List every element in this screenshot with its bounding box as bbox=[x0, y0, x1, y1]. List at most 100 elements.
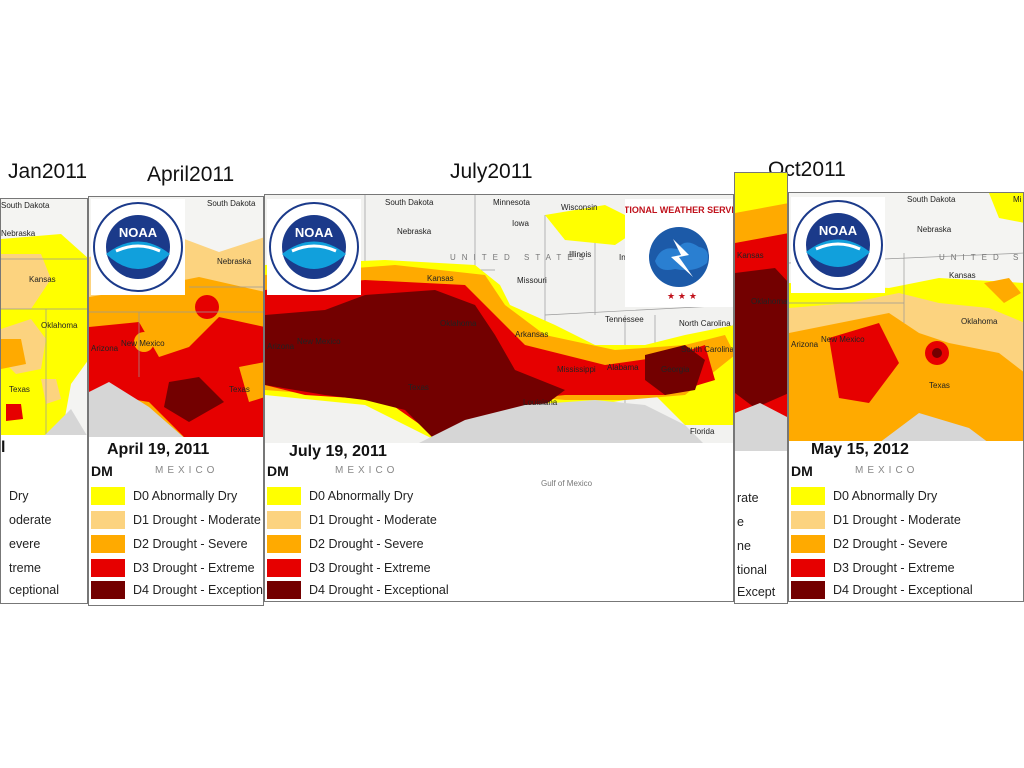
label-louisiana: Louisiana bbox=[523, 398, 558, 407]
label-new-mexico: New Mexico bbox=[297, 337, 341, 346]
label-kansas: Kansas bbox=[29, 275, 56, 284]
legend-july2011: July 19, 2011 DM MEXICO Gulf of Mexico D… bbox=[265, 443, 733, 601]
swatch-d3 bbox=[791, 559, 825, 577]
label-texas: Texas bbox=[929, 381, 950, 390]
svg-text:NATIONAL WEATHER SERVICE: NATIONAL WEATHER SERVICE bbox=[625, 205, 733, 215]
label-texas: Texas bbox=[408, 383, 429, 392]
label-oklahoma: Oklahoma bbox=[961, 317, 998, 326]
swatch-d3 bbox=[91, 559, 125, 577]
swatch-d0 bbox=[267, 487, 301, 505]
label-kansas: Kansas bbox=[427, 274, 454, 283]
legend-mexico-april: MEXICO bbox=[155, 465, 219, 476]
map-panel-april2011: South Dakota Nebraska New Mexico Arizona… bbox=[88, 196, 264, 606]
map-panel-may2012: South Dakota Mi Nebraska UNITED STATES K… bbox=[788, 192, 1024, 602]
legend-may2012: May 15, 2012 DM MEXICO D0 Abnormally Dry… bbox=[789, 441, 1023, 601]
swatch-d1 bbox=[91, 511, 125, 529]
legend-mexico-may: MEXICO bbox=[855, 465, 919, 476]
legend-april2011: April 19, 2011 DM MEXICO D0 Abnormally D… bbox=[89, 437, 263, 605]
svg-text:★ ★ ★: ★ ★ ★ bbox=[667, 292, 697, 302]
label-mississippi: Mississippi bbox=[557, 365, 596, 374]
svg-text:NOAA: NOAA bbox=[819, 223, 858, 238]
label-arkansas: Arkansas bbox=[515, 330, 549, 339]
label-arizona: Arizona bbox=[91, 344, 119, 353]
label-minnesota: Minnesota bbox=[493, 198, 530, 207]
label-oklahoma: Oklahoma bbox=[440, 319, 477, 328]
noaa-logo-icon: NOAA bbox=[93, 202, 183, 292]
label-kansas: Kansas bbox=[949, 271, 976, 280]
swatch-d3 bbox=[267, 559, 301, 577]
label-nebraska: Nebraska bbox=[1, 229, 36, 238]
svg-text:NOAA: NOAA bbox=[119, 225, 158, 240]
legend-oct2011: rate e ne tional Except bbox=[735, 451, 787, 603]
label-united-states: UNITED STATES bbox=[450, 253, 590, 262]
swatch-d2 bbox=[0, 535, 1, 553]
label-north-carolina: North Carolina bbox=[679, 319, 731, 328]
label-south-dakota: South Dakota bbox=[907, 195, 956, 204]
national-weather-service-logo-icon: NATIONAL WEATHER SERVICE ★ ★ ★ bbox=[612, 203, 733, 303]
label-texas: Texas bbox=[229, 385, 250, 394]
swatch-d0 bbox=[91, 487, 125, 505]
swatch-d2 bbox=[91, 535, 125, 553]
noaa-logo-icon: NOAA bbox=[269, 202, 359, 292]
legend-date-july: July 19, 2011 bbox=[289, 443, 387, 460]
label-south-dakota: South Dakota bbox=[207, 199, 256, 208]
legend-date-jan: l bbox=[1, 439, 6, 456]
label-nebraska: Nebraska bbox=[217, 257, 252, 266]
drought-map-may2012 bbox=[789, 193, 1023, 443]
label-tennessee: Tennessee bbox=[605, 315, 644, 324]
swatch-d4 bbox=[267, 581, 301, 599]
label-iowa: Iowa bbox=[512, 219, 529, 228]
noaa-logo-april: NOAA bbox=[91, 199, 185, 295]
swatch-d4 bbox=[91, 581, 125, 599]
label-gulf-of-mexico: Gulf of Mexico bbox=[541, 479, 593, 488]
swatch-d1 bbox=[0, 511, 1, 529]
label-nebraska: Nebraska bbox=[917, 225, 952, 234]
label-new-mexico: New Mexico bbox=[821, 335, 865, 344]
svg-text:NOAA: NOAA bbox=[295, 225, 334, 240]
label-kansas: Kansas bbox=[737, 251, 764, 260]
label-florida: Florida bbox=[690, 427, 715, 436]
label-arizona: Arizona bbox=[267, 342, 295, 351]
map-panel-jan2011: South Dakota Nebraska Kansas Oklahoma Te… bbox=[0, 198, 88, 604]
label-georgia: Georgia bbox=[661, 365, 690, 374]
drought-map-april2011 bbox=[89, 197, 263, 442]
label-alabama: Alabama bbox=[607, 363, 639, 372]
label-illinois: Illinois bbox=[569, 250, 592, 259]
noaa-logo-july: NOAA bbox=[267, 199, 361, 295]
label-arizona: Arizona bbox=[791, 340, 819, 349]
swatch-d3 bbox=[0, 559, 1, 577]
swatch-d0 bbox=[0, 487, 1, 505]
swatch-d2 bbox=[267, 535, 301, 553]
drought-map-jan2011 bbox=[1, 199, 87, 439]
legend-dm-may: DM bbox=[791, 463, 813, 479]
noaa-logo-may: NOAA bbox=[791, 197, 885, 293]
swatch-d2 bbox=[791, 535, 825, 553]
swatch-d1 bbox=[791, 511, 825, 529]
label-south-dakota: South Dakota bbox=[385, 198, 434, 207]
legend-jan2011: l Dry oderate evere treme ceptional bbox=[1, 435, 87, 603]
label-minn-partial: Mi bbox=[1013, 195, 1022, 204]
swatch-d0 bbox=[791, 487, 825, 505]
noaa-logo-icon: NOAA bbox=[793, 200, 883, 290]
heading-jan2011: Jan2011 bbox=[8, 160, 88, 183]
label-south-carolina: South Carolina bbox=[681, 345, 734, 354]
label-united-states: UNITED STATES bbox=[939, 253, 1024, 262]
swatch-d4 bbox=[791, 581, 825, 599]
swatch-d1 bbox=[267, 511, 301, 529]
legend-dm-april: DM bbox=[91, 463, 113, 479]
map-panel-july2011: South Dakota Minnesota Wisconsin Iowa Ne… bbox=[264, 194, 734, 602]
drought-map-oct2011 bbox=[735, 173, 787, 453]
heading-april2011: April2011 bbox=[147, 163, 235, 186]
swatch-d4 bbox=[0, 581, 1, 599]
label-oklahoma: Oklahoma bbox=[41, 321, 78, 330]
label-oklahoma: Oklahoma bbox=[751, 297, 788, 306]
label-south-dakota: South Dakota bbox=[1, 201, 50, 210]
legend-mexico-july: MEXICO bbox=[335, 465, 399, 476]
legend-dm-july: DM bbox=[267, 463, 289, 479]
label-wisconsin: Wisconsin bbox=[561, 203, 598, 212]
label-missouri: Missouri bbox=[517, 276, 547, 285]
label-nebraska: Nebraska bbox=[397, 227, 432, 236]
label-texas: Texas bbox=[9, 385, 30, 394]
map-panel-oct2011: Kansas Oklahoma rate e ne tional Except bbox=[734, 172, 788, 604]
heading-july2011: July2011 bbox=[450, 160, 533, 183]
